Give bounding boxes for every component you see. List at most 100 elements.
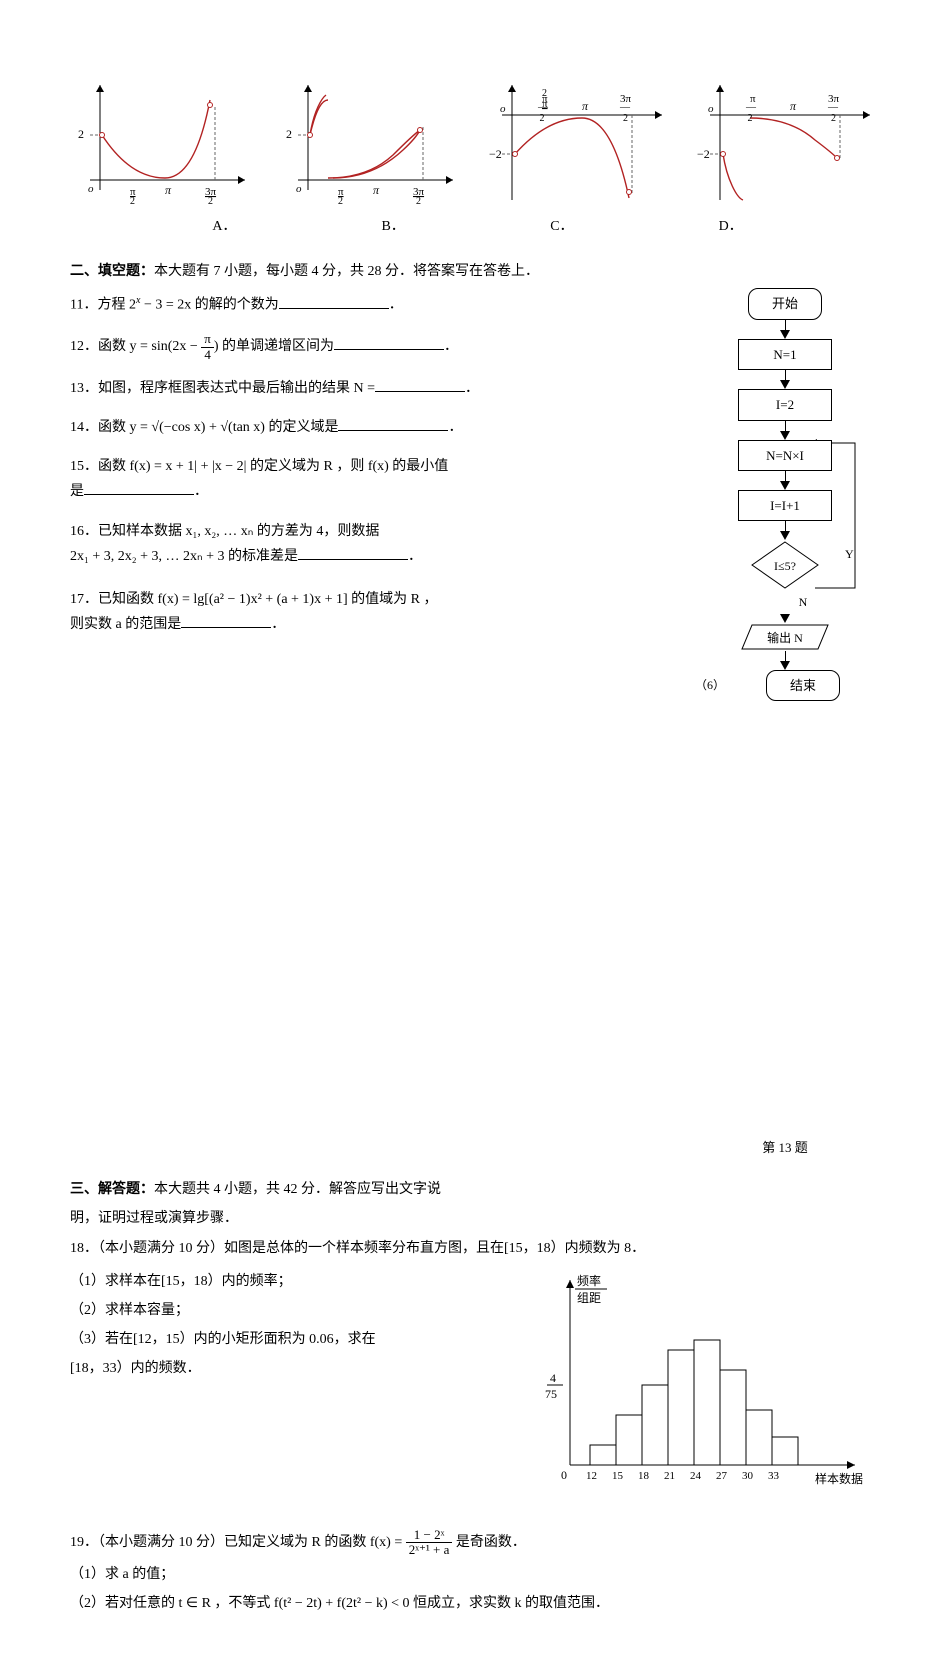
svg-text:27: 27 <box>716 1470 728 1482</box>
q17-l2: 则实数 a 的范围是 <box>70 617 181 632</box>
svg-text:2: 2 <box>286 127 292 141</box>
q19-a: （本小题满分 10 分）已知定义域为 R 的函数 f(x) = <box>98 1535 406 1550</box>
q19-num: 19． <box>70 1535 98 1550</box>
q16-num: 16． <box>70 524 98 539</box>
q12-frac-den: 4 <box>201 348 214 362</box>
q14-a: 函数 y = √(−cos x) + √(tan x) 的定义域是 <box>98 420 338 435</box>
fc-note: （6） <box>695 675 725 697</box>
svg-text:2: 2 <box>623 113 628 124</box>
section3-desc: 本大题共 4 小题，共 42 分．解答应写出文字说 <box>154 1182 441 1197</box>
q18-p3: （3）若在[12，15）内的小矩形面积为 0.06，求在 <box>70 1327 495 1352</box>
chart-option-a: o 2 π 2 π 3π 2 <box>70 80 250 210</box>
svg-text:2: 2 <box>539 113 544 124</box>
svg-text:−2: −2 <box>697 147 710 161</box>
q19-frac-den: 2ˣ⁺¹ + a <box>406 1543 453 1557</box>
svg-text:样本数据: 样本数据 <box>815 1471 863 1486</box>
svg-text:π: π <box>165 183 172 197</box>
label-d: D． <box>646 214 815 239</box>
fc-out: 输出 N <box>740 623 830 651</box>
flowchart: Y 开始 N=1 I=2 N=N×I I=I+1 I≤5? N 输出 N <box>695 288 875 1159</box>
q12-b: ) 的单调递增区间为 <box>214 339 334 354</box>
chart-options-row: o 2 π 2 π 3π 2 o 2 <box>70 80 875 210</box>
q16: 16．已知样本数据 x₁, x₂, … xₙ 的方差为 4，则数据 2x₁ + … <box>70 519 681 569</box>
svg-text:o: o <box>708 103 714 115</box>
q18-p1: （1）求样本在[15，18）内的频率； <box>70 1269 495 1294</box>
flowchart-caption: 第 13 题 <box>695 1136 875 1159</box>
histogram: 频率 组距 4 75 0 1215182124273033 样本数据 <box>515 1265 875 1504</box>
chart-labels-row: A． B． C． D． <box>70 214 875 239</box>
svg-text:2: 2 <box>747 113 752 124</box>
q16-l2: 2x₁ + 3, 2x₂ + 3, … 2xₙ + 3 的标准差是 <box>70 549 298 564</box>
q11-blank <box>279 294 389 309</box>
q19: 19．（本小题满分 10 分）已知定义域为 R 的函数 f(x) = 1 − 2… <box>70 1528 875 1558</box>
svg-text:—: — <box>619 102 631 113</box>
q15-l2: 是 <box>70 484 84 499</box>
section2-desc: 本大题有 7 小题，每小题 4 分，共 28 分．将答案写在答卷上． <box>154 264 539 279</box>
q14-blank <box>338 416 448 431</box>
q15-blank <box>84 480 194 495</box>
q11-tail: ． <box>389 298 403 313</box>
label-b: B． <box>309 214 478 239</box>
q17-tail: ． <box>271 617 285 632</box>
svg-text:15: 15 <box>612 1470 624 1482</box>
svg-text:21: 21 <box>664 1470 675 1482</box>
q14-num: 14． <box>70 420 98 435</box>
q17-a: 已知函数 f(x) = lg[(a² − 1)x² + (a + 1)x + 1… <box>98 592 438 607</box>
svg-text:2: 2 <box>416 196 421 207</box>
section2-heading: 二、填空题：本大题有 7 小题，每小题 4 分，共 28 分．将答案写在答卷上． <box>70 259 875 284</box>
fc-s4: I=I+1 <box>738 490 832 521</box>
q12-frac: π4 <box>201 332 214 362</box>
svg-text:2: 2 <box>78 127 84 141</box>
svg-text:o: o <box>296 183 302 195</box>
fc-end: 结束 <box>766 670 840 701</box>
q19-p2: （2）若对任意的 t ∈ R ，不等式 f(t² − 2t) + f(2t² −… <box>70 1591 875 1616</box>
svg-text:频率: 频率 <box>577 1273 601 1288</box>
fc-cond-text: I≤5? <box>750 556 820 578</box>
q14-tail: ． <box>448 420 462 435</box>
q17-blank <box>181 613 271 628</box>
q17-num: 17． <box>70 592 98 607</box>
fc-out-text: 输出 N <box>740 628 830 650</box>
q18-head: 18．（本小题满分 10 分）如图是总体的一个样本频率分布直方图，且在[15，1… <box>70 1236 875 1261</box>
svg-text:2: 2 <box>338 196 343 207</box>
q18-p2: （2）求样本容量； <box>70 1298 495 1323</box>
q11-a: 方程 2 <box>97 298 136 313</box>
label-c: C． <box>478 214 647 239</box>
svg-text:75: 75 <box>545 1387 557 1401</box>
chart-option-b: o 2 π 2 π 3π 2 <box>278 80 458 210</box>
fc-s3: N=N×I <box>738 440 832 471</box>
q12-a: 函数 y = sin(2x − <box>98 339 201 354</box>
fc-s2: I=2 <box>738 389 832 420</box>
fc-s1: N=1 <box>738 339 832 370</box>
q13-text: 如图，程序框图表达式中最后输出的结果 N = <box>98 381 375 396</box>
svg-text:o: o <box>88 183 94 195</box>
q11-b: − 3 = 2x 的解的个数为 <box>140 298 278 313</box>
section3-desc2: 明，证明过程或演算步骤． <box>70 1206 875 1231</box>
section3-heading: 三、解答题：本大题共 4 小题，共 42 分．解答应写出文字说 <box>70 1177 875 1202</box>
q16-a: 已知样本数据 x₁, x₂, … xₙ 的方差为 4，则数据 <box>98 524 379 539</box>
q13: 13．如图，程序框图表达式中最后输出的结果 N =． <box>70 376 681 401</box>
svg-text:2: 2 <box>130 196 135 207</box>
svg-text:0: 0 <box>561 1468 567 1482</box>
section2-title: 二、填空题： <box>70 264 154 279</box>
q19-b: 是奇函数． <box>452 1535 526 1550</box>
svg-text:π: π <box>373 183 380 197</box>
svg-text:4: 4 <box>550 1371 556 1385</box>
q12-blank <box>334 335 444 350</box>
svg-text:2: 2 <box>208 196 213 207</box>
q16-blank <box>298 545 408 560</box>
q15-tail: ． <box>194 484 208 499</box>
q15-num: 15． <box>70 459 98 474</box>
svg-text:π: π <box>582 99 589 113</box>
q17: 17．已知函数 f(x) = lg[(a² − 1)x² + (a + 1)x … <box>70 587 681 637</box>
svg-text:—: — <box>827 102 839 113</box>
svg-text:18: 18 <box>638 1470 650 1482</box>
q16-tail: ． <box>408 549 422 564</box>
svg-text:—: — <box>745 102 757 113</box>
svg-text:—: — <box>537 102 549 113</box>
q12: 12．函数 y = sin(2x − π4) 的单调递增区间为． <box>70 332 681 362</box>
q13-num: 13． <box>70 381 98 396</box>
label-a: A． <box>140 214 309 239</box>
svg-text:33: 33 <box>768 1470 780 1482</box>
fc-cond: I≤5? <box>750 540 820 590</box>
